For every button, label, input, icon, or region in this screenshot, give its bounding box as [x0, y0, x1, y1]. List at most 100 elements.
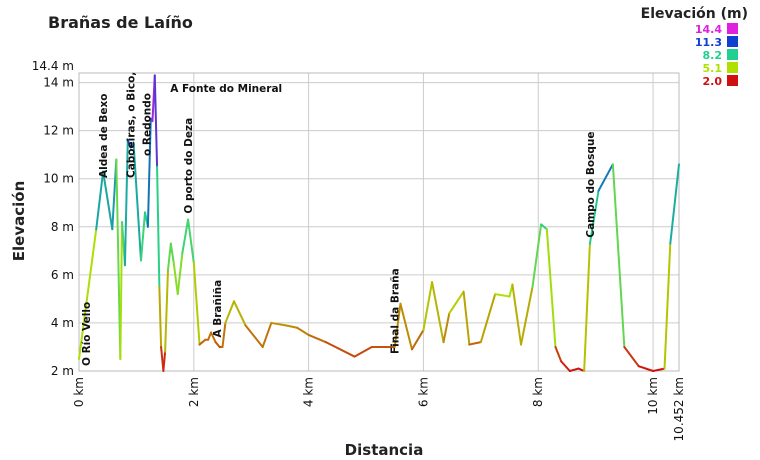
- elevation-segment: [353, 345, 373, 358]
- elevation-segment: [652, 367, 666, 372]
- elevation-segment: [422, 281, 434, 332]
- elevation-segment: [270, 321, 287, 327]
- waypoint-label: A Brañiña: [212, 280, 224, 338]
- elevation-segment: [119, 221, 124, 360]
- elevation-segment: [545, 228, 557, 348]
- elevation-segment: [172, 261, 179, 296]
- elevation-segment: [146, 117, 152, 228]
- legend-value: 14.4: [695, 23, 722, 36]
- y-tick-label: 4 m: [51, 316, 74, 330]
- x-tick-label: 8 km: [531, 377, 545, 407]
- elevation-segment: [307, 333, 327, 344]
- elevation-segment: [166, 242, 172, 272]
- elevation-segment: [669, 163, 680, 245]
- elevation-segment: [158, 285, 163, 348]
- elevation-segment: [583, 242, 591, 372]
- elevation-segment: [663, 242, 672, 370]
- x-axis-ticks: 0 km 2 km 4 km 6 km 8 km 10 km 10.452 km: [72, 377, 686, 441]
- waypoint-label: Final da Braña: [390, 268, 402, 354]
- elevation-segment: [296, 326, 310, 336]
- y-tick-label: 2 m: [51, 364, 74, 378]
- elevation-segment: [448, 290, 465, 315]
- x-tick-label: 10.452 km: [672, 377, 686, 441]
- elevation-segment: [560, 360, 571, 372]
- elevation-segment: [442, 312, 451, 344]
- y-axis-ticks: 2 m 4 m 6 m 8 m 10 m 12 m 14 m 14.4 m: [32, 59, 74, 378]
- elevation-segment: [468, 341, 482, 346]
- x-tick-label: 10 km: [646, 377, 660, 415]
- x-tick-label: 6 km: [416, 377, 430, 407]
- waypoint-label: o Redondo: [142, 93, 154, 156]
- waypoint-label: Campo do Bosque: [585, 132, 597, 238]
- elevation-segment: [597, 163, 614, 192]
- chart-title: Brañas de Laíño: [48, 13, 193, 32]
- elevation-segment: [192, 261, 201, 346]
- elevation-segment: [431, 281, 445, 344]
- legend-swatch: [727, 75, 738, 86]
- elevation-segment: [102, 170, 114, 231]
- elevation-segment: [284, 324, 299, 329]
- y-tick-label: 12 m: [43, 124, 74, 138]
- legend-title: Elevación (m): [641, 6, 748, 22]
- elevation-segment: [588, 189, 600, 245]
- elevation-segment: [637, 365, 655, 372]
- y-tick-label: 6 m: [51, 268, 74, 282]
- elevation-segment: [232, 300, 247, 327]
- elevation-segment: [611, 163, 626, 348]
- legend-value: 11.3: [695, 36, 722, 49]
- y-tick-label: 8 m: [51, 220, 74, 234]
- legend-swatch: [727, 49, 738, 60]
- elevation-segment: [479, 293, 497, 344]
- waypoint-label: O porto do Deza: [183, 118, 195, 214]
- elevation-segment: [568, 367, 580, 372]
- elevation-segment: [162, 350, 167, 372]
- elevation-segment: [531, 223, 543, 288]
- elevation-segment: [261, 321, 273, 348]
- elevation-segment: [95, 170, 105, 231]
- elevation-segment: [393, 302, 402, 348]
- elevation-segment: [126, 139, 132, 149]
- elevation-segment: [169, 242, 175, 264]
- y-tick-label: 10 m: [43, 172, 74, 186]
- elevation-segment: [511, 283, 523, 346]
- legend-swatch: [727, 62, 738, 73]
- elevation-segment: [462, 290, 471, 346]
- elevation-segment: [156, 165, 161, 288]
- elevation-segment: [139, 211, 147, 262]
- elevation-segment: [324, 341, 356, 358]
- x-tick-label: 2 km: [187, 377, 201, 407]
- elevation-series: [78, 74, 680, 372]
- elevation-segment: [198, 338, 207, 346]
- elevation-segment: [410, 329, 425, 351]
- legend: Elevación (m) 14.411.38.25.12.0: [641, 6, 748, 88]
- legend-value: 5.1: [703, 62, 723, 75]
- plot-frame: [78, 72, 680, 372]
- elevation-segment: [540, 223, 548, 231]
- elevation-segment: [123, 139, 129, 267]
- legend-swatch: [727, 36, 738, 47]
- elevation-segment: [554, 345, 563, 363]
- elevation-segment: [520, 285, 534, 346]
- legend-value: 8.2: [703, 49, 723, 62]
- y-tick-label: 14.4 m: [32, 59, 74, 73]
- elevation-segment: [181, 218, 190, 255]
- elevation-segment: [78, 228, 98, 360]
- elevation-segment: [244, 324, 264, 348]
- x-tick-label: 0 km: [72, 377, 86, 407]
- elevation-segment: [221, 321, 227, 348]
- elevation-segment: [224, 300, 235, 324]
- elevation-segment: [132, 141, 142, 262]
- x-axis-title: Distancia: [345, 441, 424, 459]
- elevation-segment: [187, 218, 195, 264]
- elevation-segment: [214, 341, 221, 348]
- y-tick-label: 14 m: [43, 76, 74, 90]
- waypoint-label: Aldea de Bexo: [98, 93, 110, 178]
- elevation-segment: [176, 252, 184, 296]
- annotations: O Río Vello Aldea de Bexo Caboeiras, o Bic…: [81, 72, 597, 366]
- waypoint-label: A Fonte do Mineral: [170, 83, 282, 95]
- legend-value: 2.0: [703, 75, 723, 88]
- elevation-segment: [115, 158, 122, 360]
- elevation-segment: [399, 302, 413, 351]
- elevation-segment: [494, 293, 511, 298]
